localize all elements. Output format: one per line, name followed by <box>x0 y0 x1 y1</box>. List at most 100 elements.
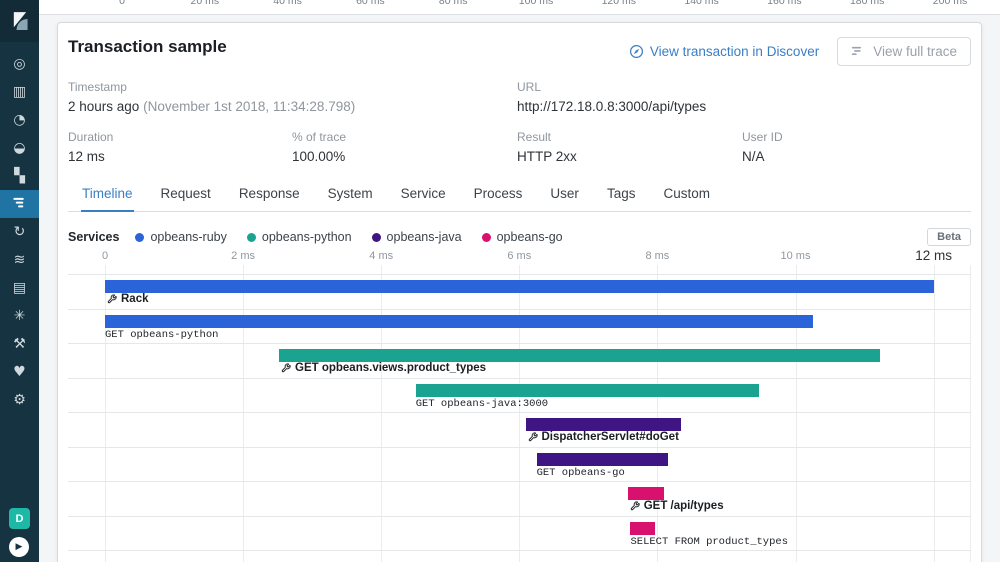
axis-tick-label: 0 <box>101 250 109 262</box>
sidebar-item-discover[interactable]: ◎ <box>0 50 39 78</box>
legend-label: opbeans-ruby <box>150 230 227 244</box>
gridline-10ms <box>795 265 797 562</box>
tab-timeline[interactable]: Timeline <box>81 183 134 212</box>
graph-icon: ✳ <box>13 308 26 324</box>
bar-label: DispatcherServlet#doGet <box>528 431 679 443</box>
gridline-8ms <box>657 265 659 562</box>
row-divider <box>68 377 971 379</box>
row-divider <box>68 515 971 517</box>
row-divider <box>68 274 971 275</box>
wrench-icon <box>528 432 538 442</box>
sidebar-item-apm[interactable] <box>0 190 39 218</box>
waterfall-bar-3[interactable] <box>279 349 880 362</box>
infrastructure-icon: ▤ <box>12 280 27 296</box>
legend-label: opbeans-python <box>261 230 352 244</box>
sidebar-item-management[interactable]: ⚙ <box>0 386 39 414</box>
waterfall-bar-5[interactable] <box>525 418 681 431</box>
sidebar-item-infrastructure[interactable]: ▤ <box>0 274 39 302</box>
sidebar-item-devtools[interactable]: ⚒ <box>0 330 39 358</box>
tab-process[interactable]: Process <box>473 186 523 201</box>
field-pct-of-trace: % of trace 100.00% <box>292 130 346 164</box>
legend-label: opbeans-java <box>386 230 462 244</box>
backdrop-axis: 0 20 ms 40 ms 60 ms 80 ms 100 ms 120 ms 140 ms 1… <box>39 0 1000 15</box>
bar-label: GET opbeans-java:3000 <box>415 398 549 410</box>
transaction-sample-panel: Transaction sample View transaction in D… <box>57 22 982 562</box>
tab-custom[interactable]: Custom <box>663 186 710 201</box>
play-icon: ▶ <box>15 542 23 552</box>
field-url: URL http://172.18.0.8:3000/api/types <box>517 80 706 114</box>
bar-label: SELECT FROM product_types <box>630 536 788 548</box>
wrench-icon <box>630 501 640 511</box>
tab-tags[interactable]: Tags <box>606 186 636 201</box>
axis-tick-label: 4 ms <box>369 250 394 262</box>
bar-label-text: GET /api/types <box>643 500 724 512</box>
backdrop-tick: 0 <box>119 0 125 7</box>
field-label: User ID <box>742 130 783 144</box>
row-divider <box>68 446 971 448</box>
devtools-icon: ⚒ <box>13 336 26 352</box>
row-divider <box>68 343 971 344</box>
legend-label: opbeans-go <box>496 230 563 244</box>
field-value: N/A <box>742 149 765 164</box>
view-in-discover-link[interactable]: View transaction in Discover <box>629 44 819 59</box>
wrench-icon <box>281 363 291 373</box>
bar-label: GET /api/types <box>630 500 724 512</box>
waterfall-bar-6[interactable] <box>536 452 668 466</box>
tab-system[interactable]: System <box>327 186 373 201</box>
tab-user[interactable]: User <box>550 186 579 201</box>
sidebar-item-canvas[interactable]: ◒ <box>0 134 39 162</box>
timestamp-absolute: (November 1st 2018, 11:34:28.798) <box>143 99 356 114</box>
management-icon: ⚙ <box>13 392 26 408</box>
row-divider <box>68 308 971 310</box>
sidebar-item-dashboard[interactable]: ◔ <box>0 106 39 134</box>
sidebar-item-visualize[interactable]: ▥ <box>0 78 39 106</box>
service-dot <box>371 232 381 242</box>
services-row: Services opbeans-ruby opbeans-python opbea… <box>68 227 971 247</box>
waterfall-bar-2[interactable] <box>105 314 813 328</box>
bar-label-text: GET opbeans.views.product_types <box>295 362 487 374</box>
sidebar-item-maps[interactable]: ▚ <box>0 162 39 190</box>
header-actions: View transaction in Discover View full t… <box>629 36 971 66</box>
bar-label: Rack <box>107 293 149 305</box>
row-divider <box>68 550 971 551</box>
axis-tick-label: 10 ms <box>780 250 811 262</box>
backdrop-tick: 100 ms <box>518 0 554 7</box>
tab-request[interactable]: Request <box>160 186 211 201</box>
services-legend: opbeans-ruby opbeans-python opbeans-java op… <box>135 230 582 244</box>
uptime-icon: ↻ <box>13 224 26 240</box>
waterfall-bar-1[interactable] <box>105 280 934 293</box>
field-label: Duration <box>68 130 114 144</box>
waterfall-bar-8[interactable] <box>630 521 655 535</box>
kibana-logo[interactable] <box>0 0 39 42</box>
gridline-12ms <box>933 265 935 562</box>
field-timestamp: Timestamp 2 hours ago (November 1st 2018… <box>68 80 355 114</box>
field-label: Timestamp <box>68 80 127 94</box>
backdrop-tick: 40 ms <box>273 0 302 7</box>
sidebar: ◎ ▥ ◔ ◒ ▚ ↻ ≋ ▤ ✳ ⚒ ♥ ⚙ D ▶ <box>0 0 39 562</box>
logs-icon: ≋ <box>13 252 26 268</box>
waterfall-bar-7[interactable] <box>627 487 664 500</box>
sidebar-collapse-button[interactable]: ▶ <box>9 537 29 557</box>
sidebar-item-monitoring[interactable]: ♥ <box>0 358 39 386</box>
tab-service[interactable]: Service <box>400 186 446 201</box>
waterfall: 0 2 ms 4 ms 6 ms 8 ms 10 ms 12 ms Rack GET opbea… <box>68 248 971 562</box>
waterfall-bar-4[interactable] <box>415 383 759 397</box>
view-full-trace-button[interactable]: View full trace <box>837 36 971 66</box>
bar-label: GET opbeans.views.product_types <box>281 362 486 374</box>
space-badge[interactable]: D <box>9 508 30 529</box>
field-result: Result HTTP 2xx <box>517 130 577 164</box>
field-duration: Duration 12 ms <box>68 130 113 164</box>
monitoring-icon: ♥ <box>13 364 26 380</box>
bar-label-text: DispatcherServlet#doGet <box>541 431 679 443</box>
sidebar-item-graph[interactable]: ✳ <box>0 302 39 330</box>
field-label: Result <box>517 130 552 144</box>
sidebar-item-uptime[interactable]: ↻ <box>0 218 39 246</box>
axis-tick-label: 2 ms <box>231 250 256 262</box>
legend-item-opbeans-go: opbeans-go <box>481 230 563 244</box>
gridline-6ms <box>519 265 521 562</box>
apm-icon <box>12 195 27 213</box>
sidebar-item-logs[interactable]: ≋ <box>0 246 39 274</box>
bar-label: GET opbeans-go <box>536 467 625 479</box>
tab-response[interactable]: Response <box>238 186 300 201</box>
